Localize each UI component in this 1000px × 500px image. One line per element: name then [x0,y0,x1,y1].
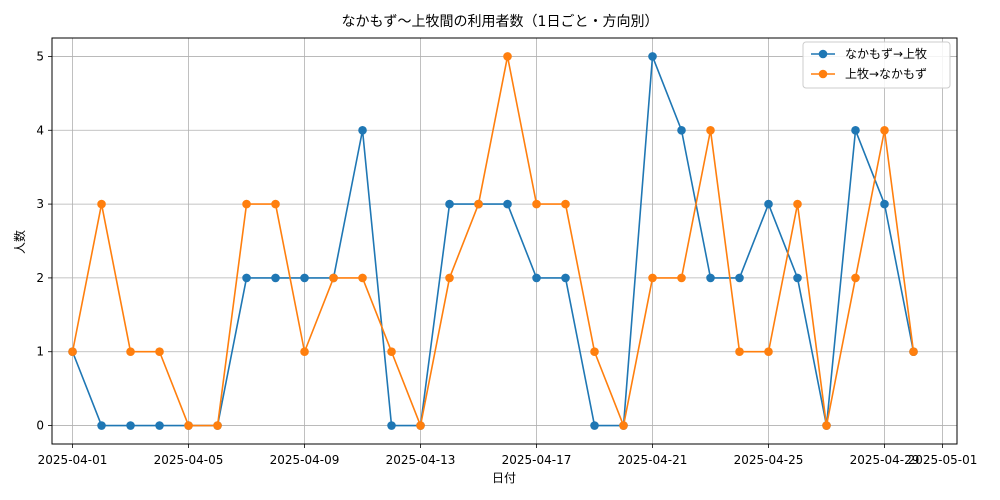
data-point [155,421,164,430]
legend-marker [818,49,828,59]
data-point [909,347,918,357]
data-point [880,125,889,135]
x-tick-label: 2025-04-21 [618,453,688,467]
y-axis-label: 人数 [12,230,27,254]
data-point [213,421,222,430]
data-point [97,421,106,430]
data-point [503,52,512,61]
data-point [242,199,251,209]
data-point [68,347,77,357]
data-point [793,273,802,283]
data-point [793,199,802,209]
tick-layer: 2025-04-01 2025-04-05 2025-04-09 2025-04-13… [36,49,977,467]
data-point [706,273,715,283]
data-point [155,347,164,357]
series-2 [68,52,918,430]
x-tick-label: 2025-04-05 [154,453,224,467]
data-point [648,52,657,61]
plot-frame [51,37,958,445]
data-point [561,199,570,209]
y-tick-label: 4 [36,123,44,137]
legend-label: 上牧→なかもず [845,67,927,81]
legend-label: なかもず→上牧 [845,47,927,61]
y-tick-label: 0 [36,419,44,433]
data-point [97,199,106,209]
data-point [851,273,860,283]
data-point [358,273,367,283]
data-point [590,421,599,430]
series-layer [68,52,918,430]
data-point [329,273,338,283]
data-point [880,199,889,209]
legend-box [802,41,951,89]
x-tick-label: 2025-05-01 [908,453,978,467]
data-point [619,421,628,430]
data-point [706,125,715,135]
data-point [561,273,570,283]
data-point [677,273,686,283]
x-tick-label: 2025-04-17 [502,453,572,467]
series-line [71,55,915,427]
y-tick-label: 5 [36,49,44,63]
data-point [271,273,280,283]
data-point [503,199,512,209]
data-point [822,421,831,430]
data-point [851,125,860,135]
x-tick-label: 2025-04-25 [734,453,804,467]
data-point [764,347,773,357]
data-point [648,273,657,283]
data-point [532,273,541,283]
data-point [126,421,135,430]
data-point [445,199,454,209]
x-tick-label: 2025-04-01 [38,453,108,467]
chart-title: なかもず〜上牧間の利用者数（1日ごと・方向別） [342,14,659,30]
data-point [126,347,135,357]
data-point [677,125,686,135]
data-point [271,199,280,209]
data-point [532,199,541,209]
y-tick-label: 2 [36,271,44,285]
data-point [445,273,454,283]
data-point [735,347,744,357]
data-point [474,199,483,209]
y-tick-label: 3 [36,197,44,211]
data-point [416,421,425,430]
data-point [590,347,599,357]
data-point [300,347,309,357]
x-axis-label: 日付 [492,471,516,485]
data-point [300,273,309,283]
data-point [242,273,251,283]
data-point [735,273,744,283]
x-tick-label: 2025-04-29 [850,453,920,467]
data-point [184,421,193,430]
legend-marker [818,69,828,79]
data-point [387,421,396,430]
data-point [358,125,367,135]
y-tick-label: 1 [36,345,44,359]
data-point [387,347,396,357]
x-tick-label: 2025-04-09 [270,453,340,467]
x-tick-label: 2025-04-13 [386,453,456,467]
data-point [764,199,773,209]
